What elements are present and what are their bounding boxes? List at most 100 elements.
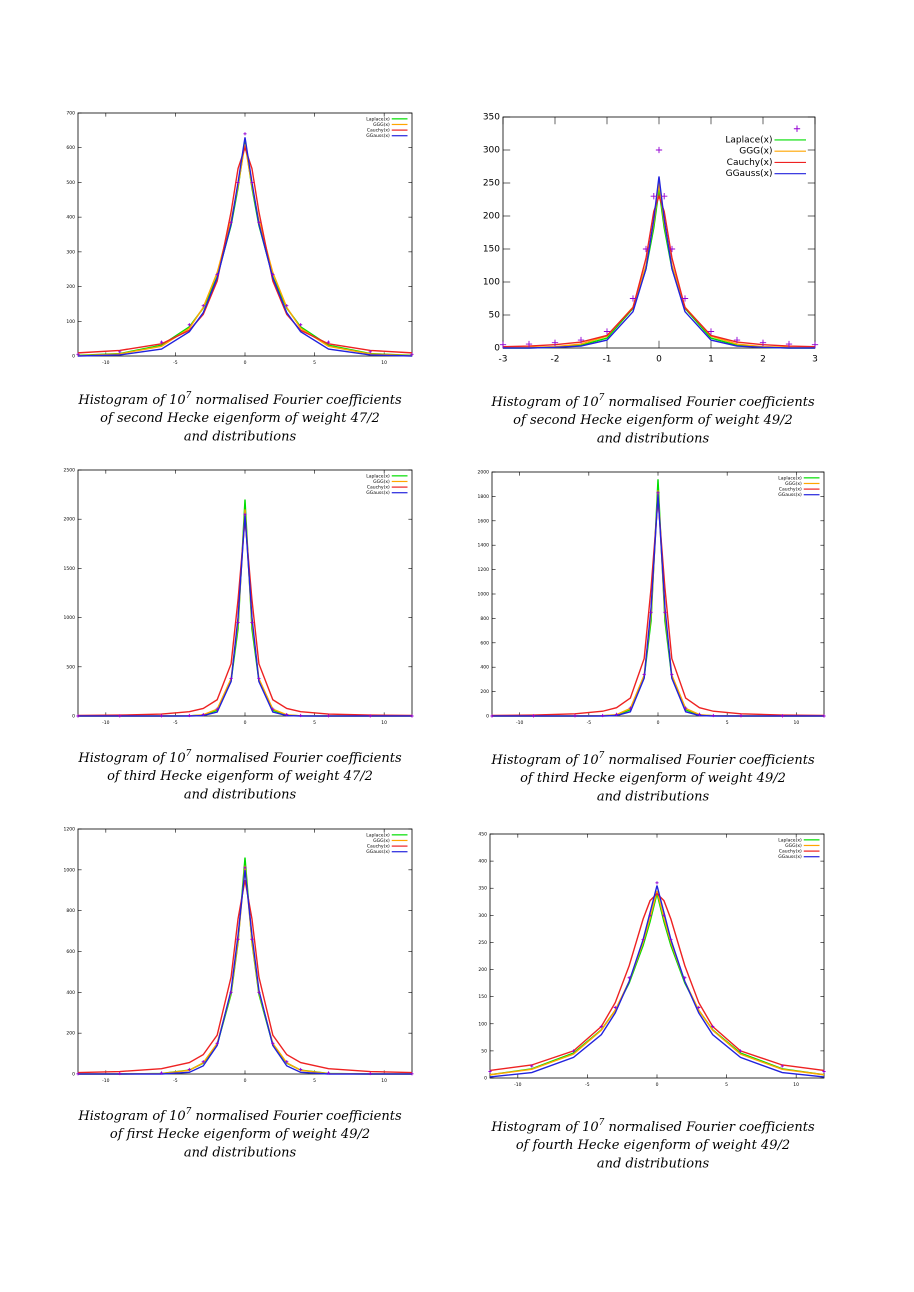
y-tick-label: 0 xyxy=(72,354,75,360)
caption-text: Histogram of 10 xyxy=(77,751,185,766)
caption-text: Histogram of 10 xyxy=(490,753,598,768)
histogram-point xyxy=(697,712,702,716)
caption-text: Histogram of 10 xyxy=(490,395,598,410)
legend-label: GGauss(x) xyxy=(726,169,773,179)
histogram-point xyxy=(822,1069,826,1074)
legend-label: Laplace(x) xyxy=(778,475,802,481)
y-tick-label: 400 xyxy=(478,859,487,865)
fit-curve xyxy=(78,514,412,717)
histogram-point xyxy=(525,340,533,348)
y-tick-label: 100 xyxy=(478,1021,487,1027)
histogram-point xyxy=(663,610,667,614)
x-tick-label: 5 xyxy=(725,1082,728,1088)
caption-text: Histogram of 10 xyxy=(77,393,185,408)
caption-superscript: 7 xyxy=(186,1107,192,1117)
histogram-point xyxy=(822,714,826,718)
legend-label: GGauss(x) xyxy=(366,133,390,139)
histogram-point xyxy=(257,220,261,224)
histogram-point xyxy=(410,1072,414,1076)
histogram-point xyxy=(243,132,247,136)
y-tick-label: 0 xyxy=(484,1076,487,1082)
caption: and distributions xyxy=(597,1157,710,1172)
histogram-point xyxy=(669,938,673,942)
legend-label: GGG(x) xyxy=(373,122,390,128)
legend-label: GGauss(x) xyxy=(778,492,802,498)
histogram-point xyxy=(551,339,559,346)
y-tick-label: 300 xyxy=(483,146,500,156)
caption: of third Hecke eigenform of weight 49/2 xyxy=(520,771,786,786)
histogram-point xyxy=(299,1067,303,1072)
histogram-point xyxy=(368,350,372,354)
legend-label: Laplace(x) xyxy=(366,832,390,838)
x-tick-label: 0 xyxy=(244,360,247,366)
histogram-point xyxy=(670,672,674,677)
histogram-point xyxy=(684,706,688,710)
histogram-point xyxy=(236,180,240,185)
histogram-point xyxy=(229,220,233,224)
histogram-point xyxy=(257,990,261,994)
histogram-point xyxy=(531,714,536,718)
y-tick-label: 800 xyxy=(480,616,489,622)
x-tick-label: 0 xyxy=(244,720,247,726)
legend-label: Laplace(x) xyxy=(366,473,390,479)
histogram-point xyxy=(739,714,743,718)
y-tick-label: 500 xyxy=(66,664,75,670)
fit-curve xyxy=(489,890,825,1076)
y-tick-label: 0 xyxy=(72,714,75,720)
fit-curve xyxy=(78,869,412,1075)
fit-curve xyxy=(77,145,413,354)
x-tick-label: -10 xyxy=(102,360,109,366)
histogram-point xyxy=(662,913,666,917)
histogram-point xyxy=(76,714,80,718)
x-tick-label: -5 xyxy=(173,1078,178,1084)
fit-curve xyxy=(489,893,825,1076)
fit-curve xyxy=(492,490,824,717)
x-tick-label: 1 xyxy=(708,355,714,365)
x-tick-label: 5 xyxy=(726,720,729,726)
x-tick-label: 10 xyxy=(381,360,387,366)
fit-curve xyxy=(489,885,825,1078)
histogram-point xyxy=(410,714,414,718)
histogram-point xyxy=(271,1041,275,1045)
legend-label: GGG(x) xyxy=(373,479,390,485)
fit-curve xyxy=(492,493,824,717)
legend-label: Laplace(x) xyxy=(725,135,772,145)
histogram-point xyxy=(697,1005,701,1010)
legend-label: Cauchy(x) xyxy=(779,487,802,493)
caption-text: normalised Fourier coefficients xyxy=(191,393,402,408)
histogram-point xyxy=(285,712,289,717)
histogram-point xyxy=(410,352,414,356)
legend-label: GGauss(x) xyxy=(366,490,390,496)
histogram-point xyxy=(711,713,715,718)
histogram-point xyxy=(285,1060,289,1064)
caption-text: normalised Fourier coefficients xyxy=(604,753,815,768)
fit-curve xyxy=(78,509,412,717)
histogram-point xyxy=(655,881,659,885)
histogram-point xyxy=(159,1071,164,1075)
histogram-point xyxy=(649,610,653,614)
y-tick-label: 50 xyxy=(481,1048,487,1054)
y-tick-label: 1200 xyxy=(64,827,76,833)
histogram-point xyxy=(599,1024,603,1029)
histogram-point xyxy=(681,295,689,302)
plot-frame xyxy=(491,471,825,717)
caption: of second Hecke eigenform of weight 49/2 xyxy=(513,413,793,428)
chart: 0 50 100 150 200 250 300 350 400 450 -10 -5 0 5 10 Lapl… xyxy=(478,832,826,1172)
x-tick-label: 5 xyxy=(313,360,316,366)
histogram-point xyxy=(656,491,660,495)
legend-label: Laplace(x) xyxy=(778,837,802,843)
fit-curve xyxy=(503,176,815,349)
legend-label: GGG(x) xyxy=(785,843,802,849)
caption: of second Hecke eigenform of weight 47/2 xyxy=(100,411,380,426)
caption-superscript: 7 xyxy=(186,391,192,401)
x-tick-label: -5 xyxy=(585,1082,590,1088)
caption-text: Histogram of 10 xyxy=(490,1120,598,1135)
histogram-point xyxy=(201,712,205,717)
x-tick-label: 5 xyxy=(313,1078,316,1084)
y-tick-label: 1000 xyxy=(64,867,76,873)
y-tick-label: 250 xyxy=(483,179,500,189)
caption: and distributions xyxy=(184,430,297,445)
fit-curve xyxy=(77,140,413,357)
histogram-point xyxy=(201,304,205,308)
chart: 0 100 200 300 400 500 600 700 -10 -5 0 5 10 Laplace(x… xyxy=(66,111,414,445)
